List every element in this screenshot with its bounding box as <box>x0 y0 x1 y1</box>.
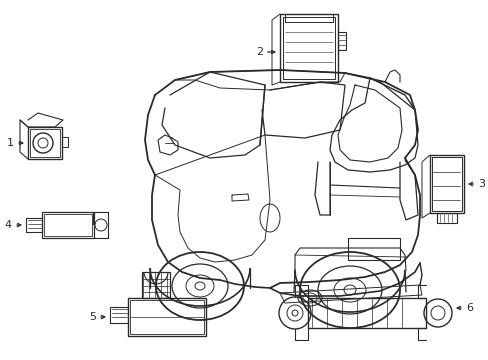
Bar <box>110 307 128 323</box>
Text: 3: 3 <box>477 179 484 189</box>
Bar <box>26 218 42 232</box>
Bar <box>347 238 399 260</box>
Text: 6: 6 <box>465 303 472 313</box>
Bar <box>307 298 425 328</box>
Text: 1: 1 <box>7 138 14 148</box>
Bar <box>42 212 94 238</box>
Bar <box>28 127 62 159</box>
Bar <box>429 155 463 213</box>
Bar <box>337 32 346 50</box>
Bar <box>285 14 332 22</box>
Bar <box>280 14 337 82</box>
Bar <box>130 300 203 334</box>
Text: 4: 4 <box>5 220 12 230</box>
Bar <box>436 213 456 223</box>
Bar <box>62 137 68 147</box>
Text: 2: 2 <box>255 47 263 57</box>
Bar <box>283 17 334 79</box>
Bar <box>142 272 170 298</box>
Bar <box>30 129 60 157</box>
Bar <box>44 214 92 236</box>
Text: 5: 5 <box>89 312 96 322</box>
Bar <box>431 157 461 211</box>
Bar <box>128 298 205 336</box>
